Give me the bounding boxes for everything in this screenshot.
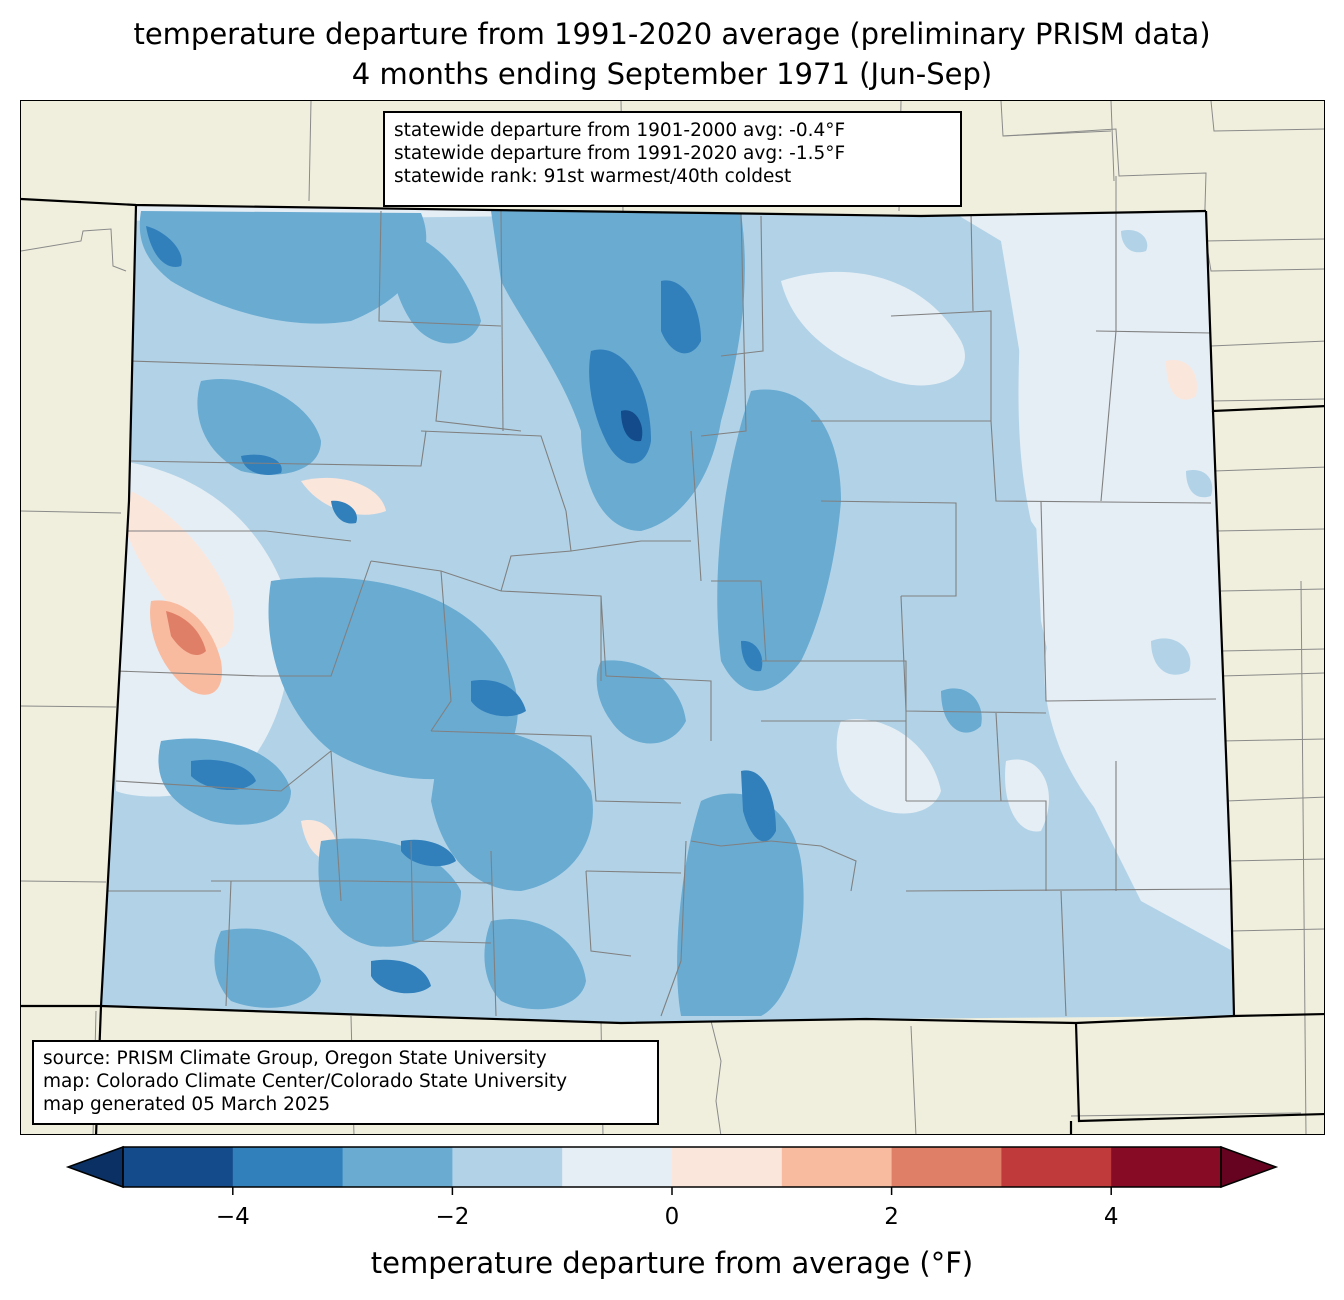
state-borders (21, 197, 1324, 1134)
colorbar-tick-label: 4 (1104, 1204, 1119, 1230)
colorbar-bin-8 (1001, 1147, 1112, 1187)
map-credit-line: map: Colorado Climate Center/Colorado St… (43, 1071, 568, 1092)
colorado-map (21, 101, 1324, 1134)
colorbar-tick-label: 2 (884, 1204, 899, 1230)
colorbar-bin-0 (123, 1147, 234, 1187)
map-panel (20, 100, 1325, 1135)
colorbar-under-arrow (65, 1145, 124, 1189)
colorbar-bin-9 (1111, 1147, 1222, 1187)
colorbar-tick-label: −2 (435, 1204, 469, 1230)
colorbar-bin-7 (891, 1147, 1002, 1187)
colorbar-bin-2 (342, 1147, 453, 1187)
map-generated-line: map generated 05 March 2025 (43, 1094, 331, 1115)
map-title-line-2: 4 months ending September 1971 (Jun-Sep) (351, 57, 993, 91)
temperature-departure-field (101, 205, 1234, 1023)
colorbar-bin-1 (232, 1147, 344, 1187)
neighbor-county-lines (21, 101, 1324, 1134)
source-line: source: PRISM Climate Group, Oregon Stat… (43, 1048, 547, 1069)
colorbar-tick-label: 0 (665, 1204, 680, 1230)
colorbar-bins (123, 1147, 1222, 1187)
colorbar-bin-6 (781, 1147, 893, 1187)
colorbar-label: temperature departure from average (°F) (371, 1246, 973, 1280)
statewide-departure-1901-2000: statewide departure from 1901-2000 avg: … (394, 120, 846, 141)
colorbar-ticks: −4 −2 0 2 4 (216, 1187, 1119, 1230)
colorbar-over-arrow (1220, 1145, 1279, 1189)
colorado-county-lines (106, 210, 1234, 1017)
colorbar-bin-5 (672, 1147, 783, 1187)
colorbar: −4 −2 0 2 4 temperature departure from avera… (65, 1145, 1279, 1280)
statewide-stats-box: statewide departure from 1901-2000 avg: … (383, 111, 962, 207)
statewide-departure-1991-2020: statewide departure from 1991-2020 avg: … (394, 143, 846, 164)
source-credits-box: source: PRISM Climate Group, Oregon Stat… (32, 1040, 659, 1125)
colorbar-bin-4 (562, 1147, 673, 1187)
colorbar-tick-label: −4 (216, 1204, 250, 1230)
statewide-rank: statewide rank: 91st warmest/40th coldes… (394, 166, 792, 187)
map-title-line-1: temperature departure from 1991-2020 ave… (133, 17, 1211, 51)
colorbar-bin-3 (452, 1147, 563, 1187)
